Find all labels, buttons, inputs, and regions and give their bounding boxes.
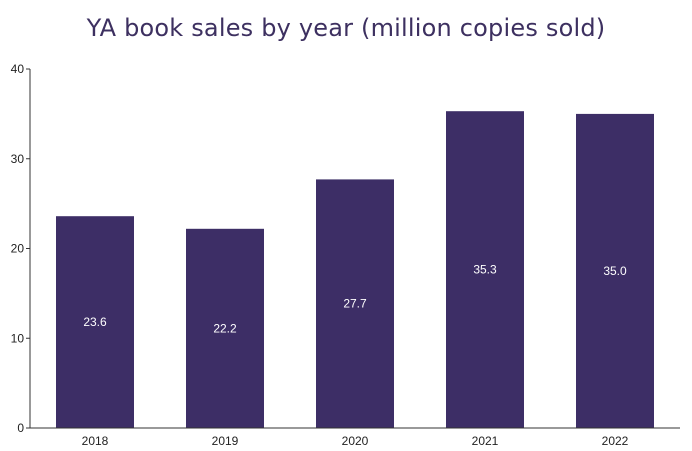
x-tick-label: 2018 xyxy=(82,434,109,448)
bar-2020 xyxy=(316,179,394,428)
y-tick-label: 10 xyxy=(11,331,25,345)
chart-title: YA book sales by year (million copies so… xyxy=(86,14,606,42)
x-tick-label: 2021 xyxy=(472,434,499,448)
bar-2021 xyxy=(446,111,524,428)
bar-value-label: 23.6 xyxy=(83,315,107,329)
bar-2018 xyxy=(56,216,134,428)
y-tick-label: 0 xyxy=(17,421,24,435)
bar-value-label: 22.2 xyxy=(213,321,237,335)
bar-value-label: 27.7 xyxy=(343,297,367,311)
y-tick-label: 40 xyxy=(11,62,25,76)
x-tick-label: 2020 xyxy=(342,434,369,448)
x-tick-label: 2022 xyxy=(602,434,629,448)
bar-value-label: 35.3 xyxy=(473,263,497,277)
y-tick-label: 20 xyxy=(11,242,25,256)
bar-2019 xyxy=(186,228,264,428)
bar-value-label: 35.0 xyxy=(603,264,627,278)
y-tick-label: 30 xyxy=(11,152,25,166)
bar-2022 xyxy=(576,113,654,429)
x-tick-label: 2019 xyxy=(212,434,239,448)
